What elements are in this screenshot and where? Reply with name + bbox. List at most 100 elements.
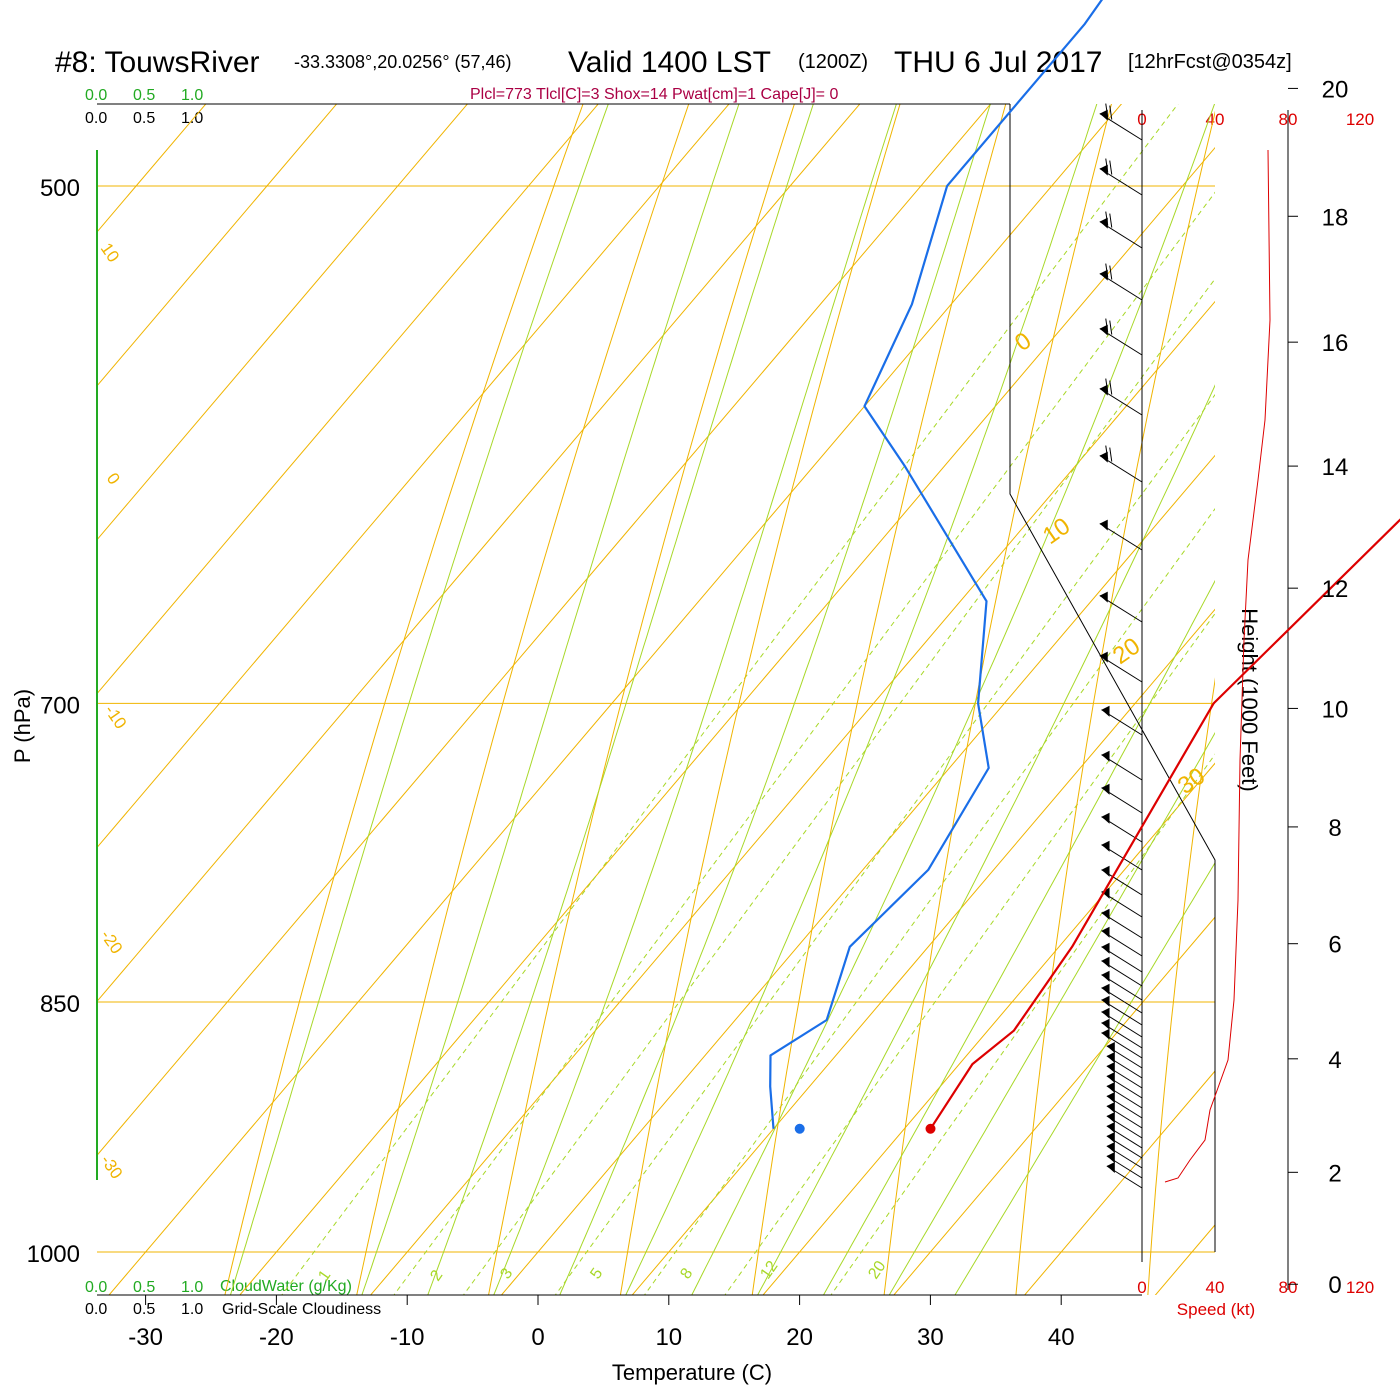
wind-barb-flag-25 [1101, 1018, 1110, 1030]
isotherm--20 [239, 146, 1215, 1295]
cloudiness-scale-top-1: 0.5 [133, 110, 155, 127]
wind-barb-flag-29 [1106, 1062, 1115, 1073]
isotherm-label-left-1: 0 [103, 469, 124, 488]
speed-top-120: 120 [1346, 110, 1374, 129]
wind-barb-feather-5 [1105, 378, 1109, 393]
moist-adiabats [229, 104, 1215, 1295]
wind-speed-profile [1164, 149, 1271, 1183]
wind-barb-flag-15 [1101, 865, 1110, 877]
wind-barb-flag-33 [1106, 1102, 1115, 1113]
mixing-ratio-lines [281, 104, 1215, 1295]
wind-barb-flag-2 [1099, 217, 1108, 229]
mixing-ratio-3 [462, 278, 1215, 1295]
pressure-label-1000: 1000 [27, 1241, 80, 1268]
mixing-ratio-2 [393, 191, 1215, 1295]
parameters-line: Plcl=773 Tlcl[C]=3 Shox=14 Pwat[cm]=1 Ca… [470, 86, 838, 103]
wind-barb-flag-19 [1101, 942, 1110, 954]
wind-barb-feather-1 [1105, 158, 1109, 173]
moist-adiabat--5 [427, 104, 814, 1295]
wind-barb-flag-17 [1101, 908, 1110, 920]
moist-adiabat-20 [757, 384, 1215, 1295]
wind-barb-flag-38 [1106, 1152, 1115, 1163]
x-tick-label--20: -20 [259, 1324, 294, 1351]
wind-barb-flag-36 [1106, 1132, 1115, 1143]
wind-barb-flag-30 [1106, 1072, 1115, 1083]
cloud-scale-top-2: 1.0 [181, 87, 203, 104]
x-tick-label--30: -30 [128, 1324, 163, 1351]
wind-barb-flag-18 [1101, 926, 1110, 938]
height-tick-label-10: 10 [1322, 696, 1349, 723]
x-tick-label-10: 10 [655, 1324, 682, 1351]
station-title: #8: TouwsRiver [55, 46, 260, 79]
station-coords: -33.3308°,20.0256° (57,46) [294, 52, 512, 72]
forecast-label: [12hrFcst@0354z] [1128, 51, 1292, 73]
cloud-scale-top-1: 0.5 [133, 87, 155, 104]
dry-adiabat-320 [1147, 677, 1215, 1295]
moist-adiabat-25 [822, 579, 1215, 1295]
cloud-scale-top-0: 0.0 [85, 87, 107, 104]
mixing-ratio-8 [643, 508, 1215, 1295]
moist-adiabat-5 [559, 104, 991, 1295]
isotherm-label-left-4: -30 [97, 1151, 127, 1182]
cloudwater-label: CloudWater (g/Kg) [220, 1278, 352, 1295]
x-axis-label: Temperature (C) [612, 1360, 772, 1385]
cloud-scale-bottom-2: 1.0 [181, 1279, 203, 1296]
wind-barb-flag-24 [1101, 1007, 1110, 1019]
wind-barb-flag-20 [1101, 956, 1110, 968]
isotherm-label-left-0: 10 [97, 239, 123, 265]
pressure-label-700: 700 [40, 692, 80, 719]
dry-adiabats [224, 104, 1215, 1295]
y-axis-label: P (hPa) [10, 689, 35, 763]
wind-barb-flag-8 [1099, 591, 1108, 603]
utc-time: (1200Z) [798, 51, 868, 73]
wind-barb-flag-1 [1099, 164, 1108, 176]
height-tick-label-18: 18 [1322, 204, 1349, 231]
cloudiness-scale-top-2: 1.0 [181, 110, 203, 127]
x-tick-label--10: -10 [390, 1324, 425, 1351]
cloudiness-scale-top: 0.0 0.5 1.0 [85, 110, 203, 127]
height-tick-label-0: 0 [1328, 1272, 1341, 1299]
dry-adiabat-260 [356, 104, 690, 1295]
speed-axis-label: Speed (kt) [1177, 1300, 1255, 1319]
isotherm--90 [97, 104, 338, 387]
wind-barb-feather-0 [1105, 103, 1109, 118]
isotherm-label-left-2: -10 [101, 701, 131, 732]
x-tick-label-0: 0 [531, 1324, 544, 1351]
dry-adiabat-300 [883, 104, 1112, 1295]
dry-adiabat-270 [488, 104, 795, 1295]
isotherm-0 [500, 454, 1215, 1295]
wind-barb-flag-27 [1106, 1042, 1115, 1053]
mixing-ratio-label-8: 8 [677, 1265, 696, 1282]
trace-dewpoint [769, 0, 1104, 1129]
moist-adiabat--20 [229, 104, 609, 1295]
cloudiness-label: Grid-Scale Cloudiness [222, 1301, 381, 1318]
wind-barb-flag-21 [1101, 970, 1110, 982]
height-tick-label-6: 6 [1328, 932, 1341, 959]
moist-adiabat-15 [691, 104, 1215, 1295]
wind-barb-flag-32 [1106, 1092, 1115, 1103]
wind-barb-feather-4 [1105, 318, 1109, 333]
cloudiness-scale-top-0: 0.0 [85, 110, 107, 127]
height-tick-label-20: 20 [1322, 76, 1349, 103]
height-tick-label-14: 14 [1322, 454, 1349, 481]
moist-adiabat-30 [888, 732, 1215, 1295]
cloudiness-scale-bottom-0: 0.0 [85, 1301, 107, 1318]
wind-barb-feather2-0 [1109, 105, 1113, 120]
isotherm--40 [97, 104, 992, 1157]
speed-bottom-0: 0 [1137, 1278, 1146, 1297]
wind-barb-flag-10 [1101, 705, 1110, 717]
wind-barb-flag-12 [1101, 783, 1110, 795]
wind-barb-flag-5 [1099, 384, 1108, 396]
wind-barb-flag-16 [1101, 887, 1110, 899]
wind-barb-feather2-2 [1109, 213, 1113, 228]
isotherm--110 [0, 0, 965, 1312]
height-tick-label-4: 4 [1328, 1047, 1341, 1074]
height-tick-label-2: 2 [1328, 1160, 1341, 1187]
dry-adiabat-250 [224, 104, 584, 1295]
sounding-traces [769, 0, 1400, 1134]
trace-temperature [929, 518, 1400, 1130]
height-axis-label: Height (1000 Feet) [1237, 608, 1262, 791]
mixing-ratio-1 [281, 104, 1179, 1295]
isotherm--50 [97, 104, 861, 1003]
wind-barb-flag-22 [1101, 983, 1110, 995]
